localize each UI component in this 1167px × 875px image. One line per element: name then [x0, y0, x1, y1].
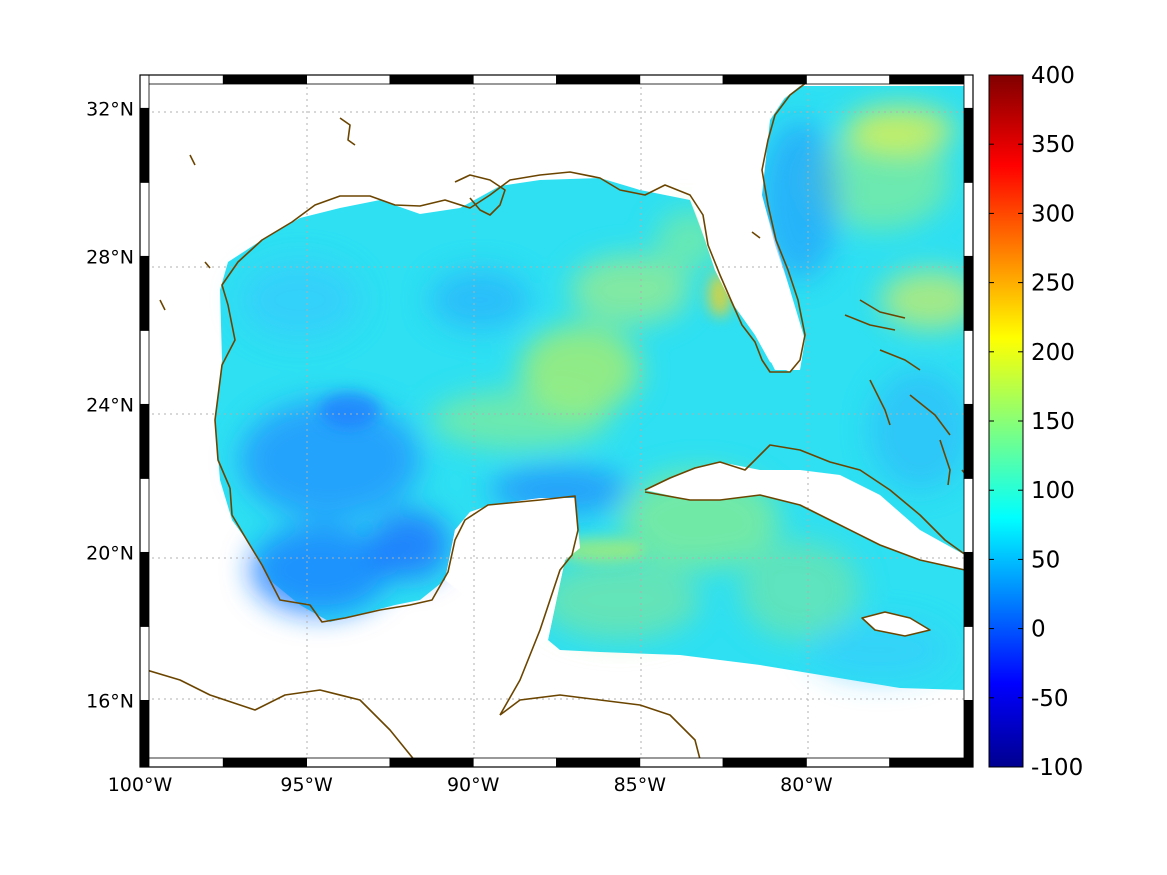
frame-segment-top [806, 74, 891, 85]
latitude-tick-label: 32°N [86, 98, 134, 120]
latitude-tick-label: 16°N [86, 690, 134, 712]
longitude-tick-label: 100°W [108, 774, 173, 796]
frame-segment-top [472, 74, 557, 85]
longitude-tick-label: 95°W [280, 774, 333, 796]
frame-segment-left [139, 74, 150, 109]
cuba-coast-line [644, 444, 971, 571]
louisiana-detail-line [454, 174, 506, 216]
frame-segment-right [963, 181, 974, 257]
frame-segment-right [963, 329, 974, 405]
frame-segment-top [556, 74, 641, 85]
jamaica-coast-line [861, 611, 931, 637]
mexico-coast-line [229, 487, 579, 716]
frame-segment-bottom [306, 757, 391, 768]
frame-segment-bottom [389, 757, 474, 768]
frame-segment-left [139, 403, 150, 479]
frame-segment-top [722, 74, 807, 85]
colorbar-tick-label: 250 [1031, 271, 1075, 297]
frame-segment-left [139, 625, 150, 701]
gulf-coast-line [214, 75, 816, 489]
ocean-field [215, 86, 973, 690]
frame-segment-bottom [139, 757, 224, 768]
map-panel [140, 75, 973, 767]
frame-segment-left [139, 107, 150, 183]
colorbar-ticks: 400 350 300 250 200 150 100 50 0 -50 -100 [989, 63, 1083, 781]
frame-segment-right [963, 551, 974, 627]
frame-segment-top [306, 74, 391, 85]
longitude-labels: 100°W 95°W 90°W 85°W 80°W [108, 774, 833, 796]
frame-segment-bottom [222, 757, 308, 768]
graticule [140, 75, 973, 767]
frame-segment-left [139, 477, 150, 553]
colorbar-tick-label: 400 [1031, 63, 1075, 89]
colorbar-gradient [988, 74, 1024, 768]
latitude-labels: 32°N 28°N 24°N 20°N 16°N [86, 98, 134, 712]
frame-segment-bottom [472, 757, 557, 768]
frame-segment-right [963, 477, 974, 553]
frame-segment-bottom [722, 757, 807, 768]
central-america-coast-line [140, 667, 421, 767]
colorbar-tick-label: 50 [1031, 547, 1060, 573]
florida-land [690, 88, 802, 372]
frame-segment-top [222, 74, 308, 85]
frame-segment-right [963, 625, 974, 701]
colorbar-tick-label: 150 [1031, 409, 1075, 435]
frame-segment-left [139, 329, 150, 405]
frame-segment-left [139, 181, 150, 257]
bahamas-coast-line [844, 299, 951, 486]
frame-segment-bottom [556, 757, 641, 768]
colorbar-tick-label: 300 [1031, 201, 1075, 227]
frame-segment-top [889, 74, 974, 85]
longitude-tick-label: 90°W [447, 774, 500, 796]
colorbar-tick-label: -100 [1031, 755, 1083, 781]
map-frame [139, 74, 974, 768]
frame-segment-top [139, 74, 224, 85]
latitude-tick-label: 28°N [86, 246, 134, 268]
frame-segment-bottom [806, 757, 891, 768]
frame-segment-top [389, 74, 474, 85]
frame-segment-left [139, 699, 150, 768]
cuba-land [645, 462, 965, 570]
colorbar-tick-label: 350 [1031, 132, 1075, 158]
frame-segment-left [139, 255, 150, 331]
colorbar-tick-label: 100 [1031, 478, 1075, 504]
frame-segment-bottom [639, 757, 724, 768]
honduras-coast-line [499, 694, 703, 767]
latitude-tick-label: 20°N [86, 542, 134, 564]
frame-segment-right [963, 107, 974, 183]
frame-segment-right [963, 403, 974, 479]
frame-segment-right [963, 699, 974, 768]
colorbar: 400 350 300 250 200 150 100 50 0 -50 -100 [988, 63, 1083, 781]
frame-segment-right [963, 74, 974, 109]
latitude-tick-label: 24°N [86, 394, 134, 416]
frame-segment-right [963, 255, 974, 331]
central-america-land [140, 665, 420, 767]
colorbar-tick-label: 0 [1031, 617, 1046, 643]
inland-lakes-line [159, 117, 761, 311]
frame-segment-bottom [889, 757, 974, 768]
frame-outline [139, 74, 974, 768]
frame-segment-left [139, 551, 150, 627]
longitude-tick-label: 85°W [614, 774, 667, 796]
frame-segment-top [639, 74, 724, 85]
colorbar-tick-label: 200 [1031, 340, 1075, 366]
colorbar-tick-label: -50 [1031, 686, 1069, 712]
field-detail [320, 273, 732, 562]
longitude-tick-label: 80°W [780, 774, 833, 796]
